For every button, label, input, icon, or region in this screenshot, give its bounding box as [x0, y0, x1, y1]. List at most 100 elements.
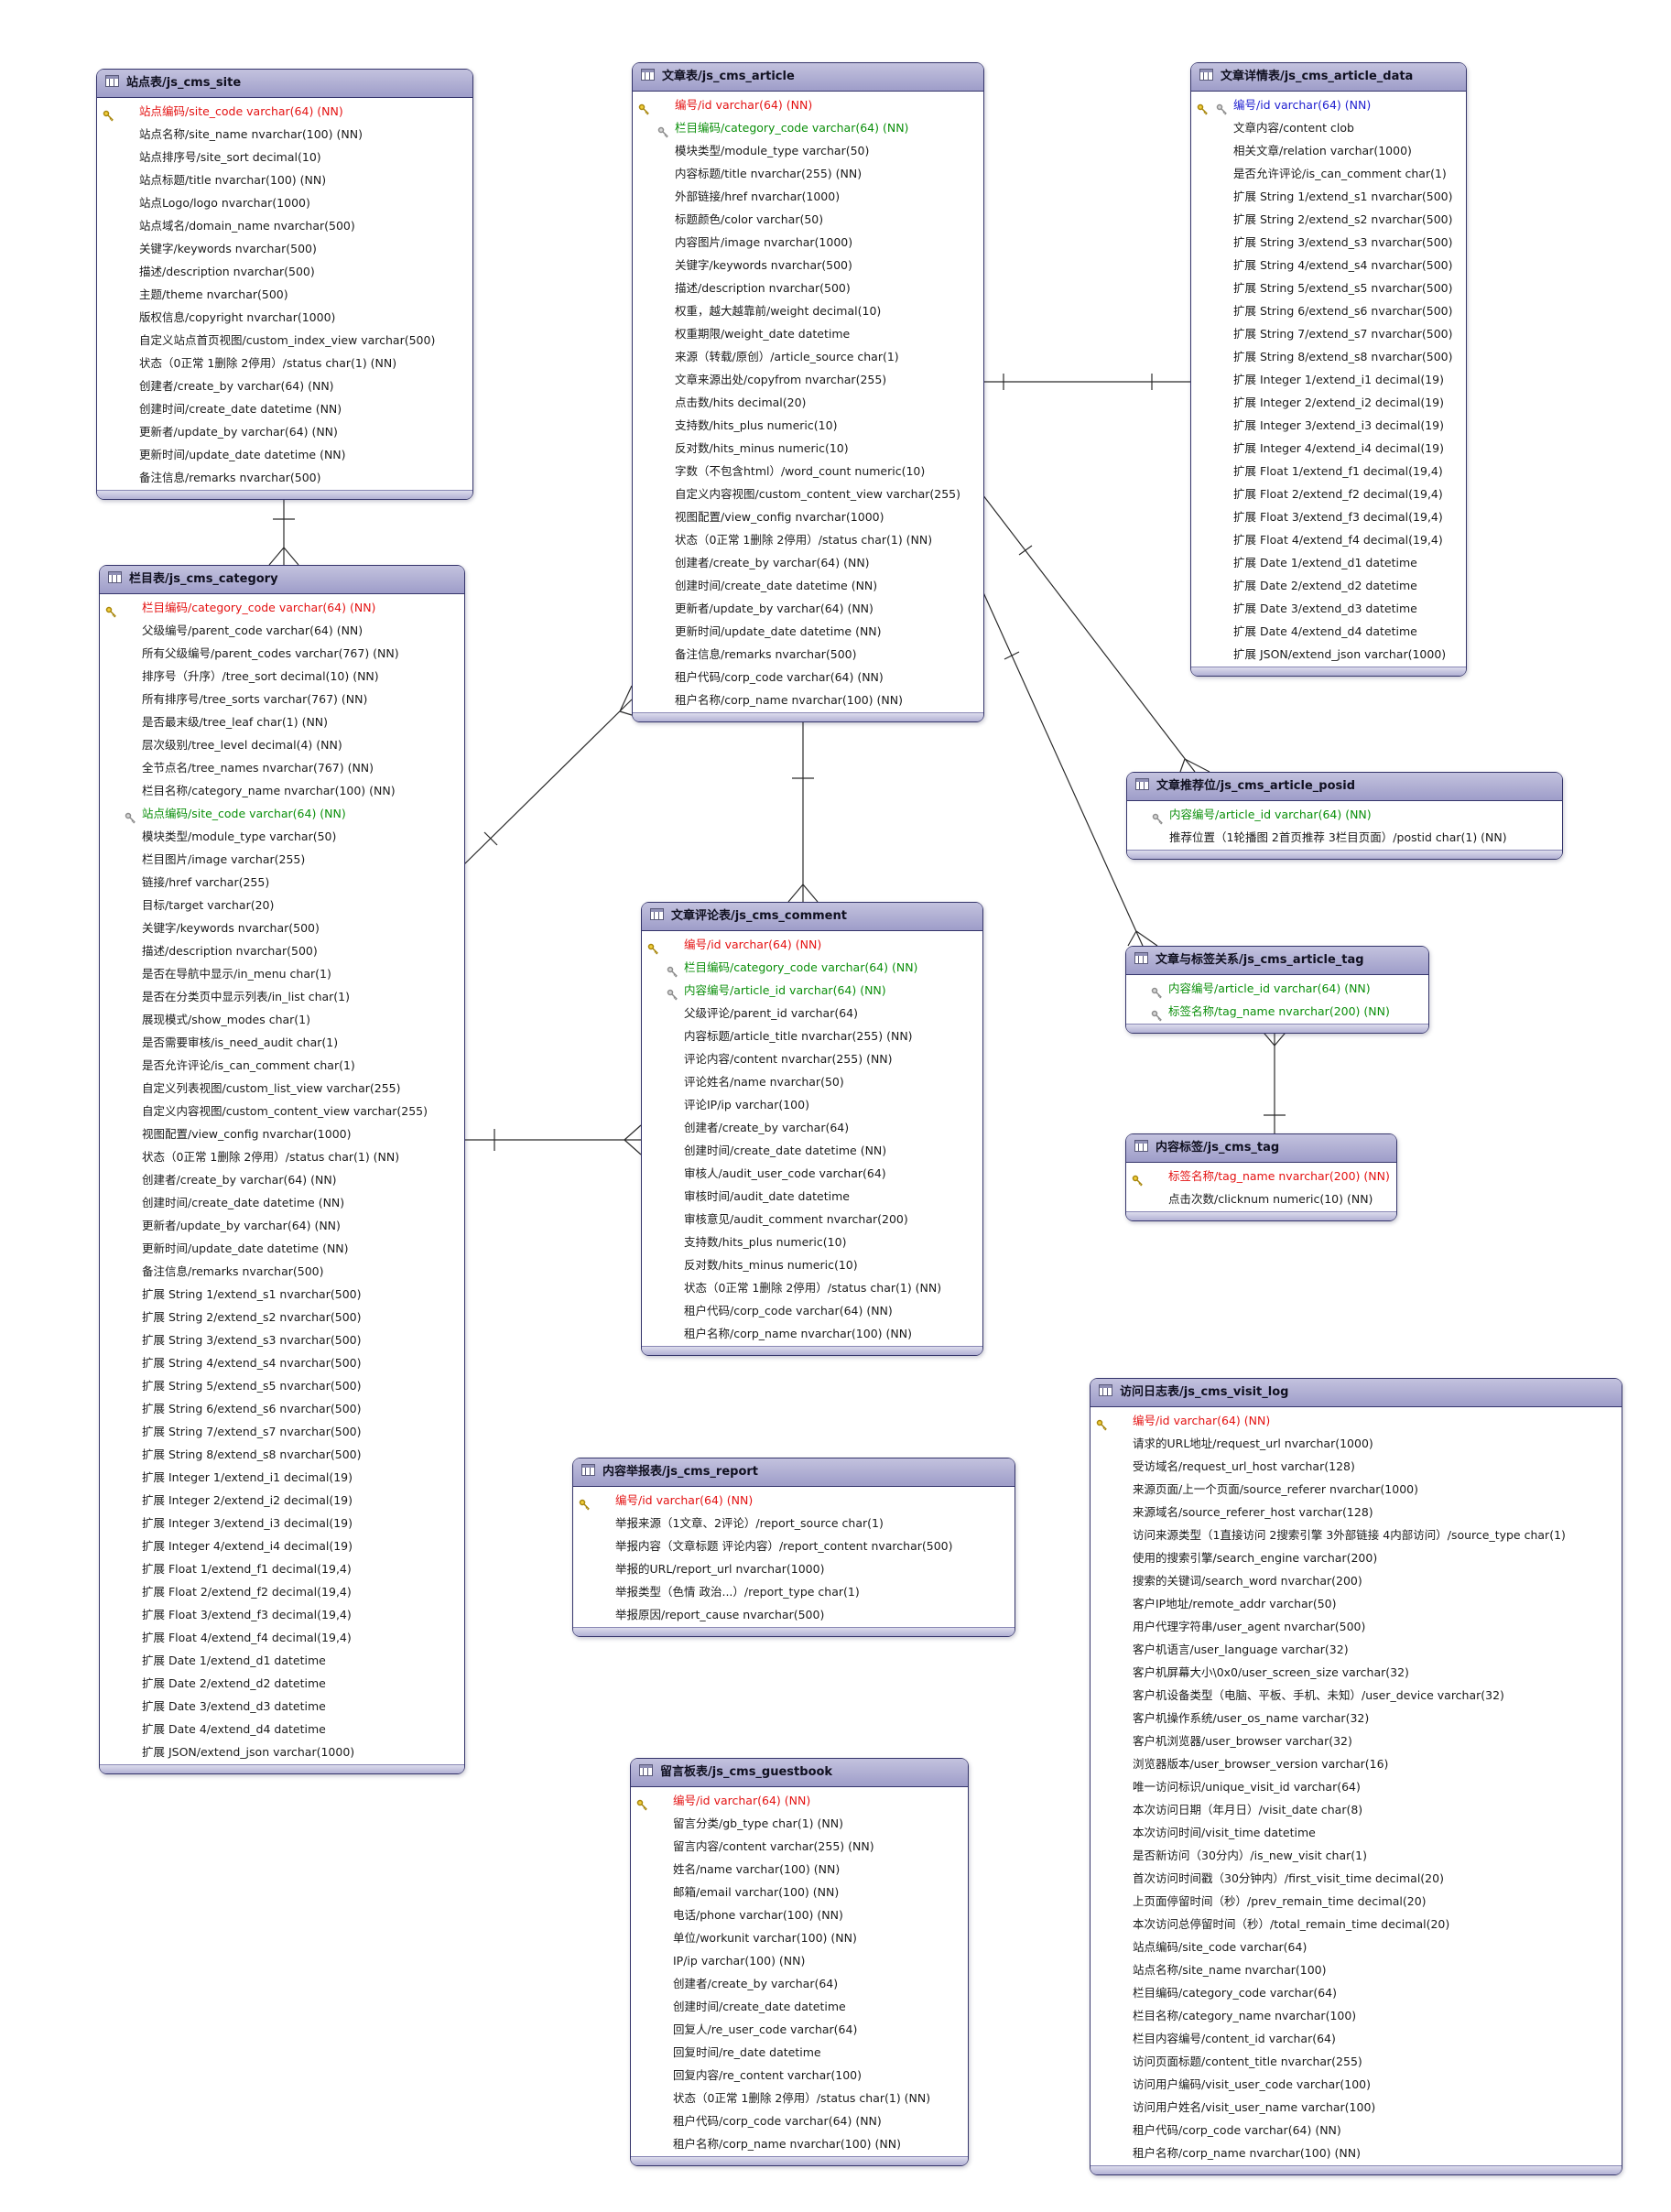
field-row[interactable]: 栏目图片/image varchar(255): [100, 848, 464, 871]
field-row[interactable]: 邮箱/email varchar(100) (NN): [631, 1881, 968, 1903]
field-row[interactable]: 站点名称/site_name nvarchar(100) (NN): [97, 123, 472, 146]
field-row[interactable]: 留言内容/content varchar(255) (NN): [631, 1835, 968, 1858]
field-row[interactable]: 站点标题/title nvarchar(100) (NN): [97, 168, 472, 191]
field-row[interactable]: 请求的URL地址/request_url nvarchar(1000): [1090, 1432, 1622, 1455]
field-row[interactable]: 创建者/create_by varchar(64) (NN): [100, 1168, 464, 1191]
field-row[interactable]: IP/ip varchar(100) (NN): [631, 1949, 968, 1972]
field-row[interactable]: 租户名称/corp_name nvarchar(100) (NN): [642, 1322, 982, 1345]
field-row[interactable]: 支持数/hits_plus numeric(10): [633, 414, 983, 437]
field-row[interactable]: 客户机语言/user_language varchar(32): [1090, 1638, 1622, 1661]
field-row[interactable]: 父级评论/parent_id varchar(64): [642, 1002, 982, 1025]
field-row[interactable]: 内容编号/article_id varchar(64) (NN): [1127, 803, 1562, 826]
field-row[interactable]: 层次级别/tree_level decimal(4) (NN): [100, 733, 464, 756]
field-row[interactable]: 举报来源（1文章、2评论）/report_source char(1): [573, 1512, 1015, 1534]
field-row[interactable]: 扩展 String 1/extend_s1 nvarchar(500): [100, 1283, 464, 1306]
table-header[interactable]: 内容标签/js_cms_tag: [1126, 1134, 1396, 1163]
field-row[interactable]: 扩展 Date 4/extend_d4 datetime: [100, 1718, 464, 1740]
field-row[interactable]: 扩展 Date 2/extend_d2 datetime: [1191, 574, 1466, 597]
field-row[interactable]: 父级编号/parent_code varchar(64) (NN): [100, 619, 464, 642]
field-row[interactable]: 评论内容/content nvarchar(255) (NN): [642, 1047, 982, 1070]
field-row[interactable]: 审核意见/audit_comment nvarchar(200): [642, 1208, 982, 1231]
field-row[interactable]: 编号/id varchar(64) (NN): [1191, 93, 1466, 116]
field-row[interactable]: 扩展 Date 3/extend_d3 datetime: [1191, 597, 1466, 620]
field-row[interactable]: 编号/id varchar(64) (NN): [633, 93, 983, 116]
field-row[interactable]: 标题颜色/color varchar(50): [633, 208, 983, 231]
table-js_cms_category[interactable]: 栏目表/js_cms_category 栏目编码/category_code va…: [99, 565, 465, 1774]
field-row[interactable]: 扩展 String 6/extend_s6 nvarchar(500): [1191, 299, 1466, 322]
field-row[interactable]: 留言分类/gb_type char(1) (NN): [631, 1812, 968, 1835]
field-row[interactable]: 排序号（升序）/tree_sort decimal(10) (NN): [100, 665, 464, 688]
field-row[interactable]: 状态（0正常 1删除 2停用）/status char(1) (NN): [100, 1145, 464, 1168]
field-row[interactable]: 编号/id varchar(64) (NN): [642, 933, 982, 956]
field-row[interactable]: 本次访问时间/visit_time datetime: [1090, 1821, 1622, 1844]
field-row[interactable]: 站点域名/domain_name nvarchar(500): [97, 214, 472, 237]
field-row[interactable]: 描述/description nvarchar(500): [100, 939, 464, 962]
field-row[interactable]: 更新者/update_by varchar(64) (NN): [97, 420, 472, 443]
field-row[interactable]: 文章内容/content clob: [1191, 116, 1466, 139]
field-row[interactable]: 标签名称/tag_name nvarchar(200) (NN): [1126, 1000, 1428, 1023]
field-row[interactable]: 编号/id varchar(64) (NN): [1090, 1409, 1622, 1432]
field-row[interactable]: 内容标题/title nvarchar(255) (NN): [633, 162, 983, 185]
field-row[interactable]: 全节点名/tree_names nvarchar(767) (NN): [100, 756, 464, 779]
table-js_cms_article[interactable]: 文章表/js_cms_article 编号/id varchar(64) (NN)…: [632, 62, 984, 722]
field-row[interactable]: 使用的搜索引擎/search_engine varchar(200): [1090, 1546, 1622, 1569]
field-row[interactable]: 用户代理字符串/user_agent nvarchar(500): [1090, 1615, 1622, 1638]
field-row[interactable]: 客户机设备类型（电脑、平板、手机、未知）/user_device varchar…: [1090, 1684, 1622, 1707]
field-row[interactable]: 更新时间/update_date datetime (NN): [633, 620, 983, 643]
field-row[interactable]: 点击次数/clicknum numeric(10) (NN): [1126, 1187, 1396, 1210]
field-row[interactable]: 备注信息/remarks nvarchar(500): [97, 466, 472, 489]
field-row[interactable]: 点击数/hits decimal(20): [633, 391, 983, 414]
field-row[interactable]: 更新时间/update_date datetime (NN): [100, 1237, 464, 1260]
field-row[interactable]: 主题/theme nvarchar(500): [97, 283, 472, 306]
field-row[interactable]: 相关文章/relation varchar(1000): [1191, 139, 1466, 162]
field-row[interactable]: 更新时间/update_date datetime (NN): [97, 443, 472, 466]
field-row[interactable]: 唯一访问标识/unique_visit_id varchar(64): [1090, 1775, 1622, 1798]
field-row[interactable]: 扩展 String 8/extend_s8 nvarchar(500): [1191, 345, 1466, 368]
field-row[interactable]: 租户名称/corp_name nvarchar(100) (NN): [631, 2132, 968, 2155]
field-row[interactable]: 关键字/keywords nvarchar(500): [100, 916, 464, 939]
field-row[interactable]: 扩展 JSON/extend_json varchar(1000): [100, 1740, 464, 1763]
field-row[interactable]: 租户代码/corp_code varchar(64) (NN): [642, 1299, 982, 1322]
field-row[interactable]: 姓名/name varchar(100) (NN): [631, 1858, 968, 1881]
field-row[interactable]: 模块类型/module_type varchar(50): [100, 825, 464, 848]
field-row[interactable]: 栏目编码/category_code varchar(64) (NN): [100, 596, 464, 619]
field-row[interactable]: 扩展 Date 4/extend_d4 datetime: [1191, 620, 1466, 643]
field-row[interactable]: 租户代码/corp_code varchar(64) (NN): [1090, 2119, 1622, 2142]
table-header[interactable]: 访问日志表/js_cms_visit_log: [1090, 1379, 1622, 1407]
field-row[interactable]: 更新者/update_by varchar(64) (NN): [100, 1214, 464, 1237]
field-row[interactable]: 所有排序号/tree_sorts varchar(767) (NN): [100, 688, 464, 710]
table-header[interactable]: 文章详情表/js_cms_article_data: [1191, 63, 1466, 92]
field-row[interactable]: 是否需要审核/is_need_audit char(1): [100, 1031, 464, 1054]
field-row[interactable]: 自定义内容视图/custom_content_view varchar(255): [633, 483, 983, 505]
field-row[interactable]: 模块类型/module_type varchar(50): [633, 139, 983, 162]
field-row[interactable]: 扩展 String 3/extend_s3 nvarchar(500): [1191, 231, 1466, 254]
table-header[interactable]: 文章推荐位/js_cms_article_posid: [1127, 773, 1562, 801]
field-row[interactable]: 创建者/create_by varchar(64) (NN): [97, 374, 472, 397]
table-js_cms_guestbook[interactable]: 留言板表/js_cms_guestbook 编号/id varchar(64) (…: [630, 1758, 969, 2166]
table-js_cms_article_data[interactable]: 文章详情表/js_cms_article_data 编号/id varchar(6…: [1190, 62, 1467, 677]
field-row[interactable]: 受访域名/request_url_host varchar(128): [1090, 1455, 1622, 1478]
table-js_cms_report[interactable]: 内容举报表/js_cms_report 编号/id varchar(64) (NN…: [572, 1458, 1015, 1637]
table-header[interactable]: 站点表/js_cms_site: [97, 70, 472, 98]
field-row[interactable]: 是否在导航中显示/in_menu char(1): [100, 962, 464, 985]
field-row[interactable]: 举报内容（文章标题 评论内容）/report_content nvarchar(…: [573, 1534, 1015, 1557]
field-row[interactable]: 租户代码/corp_code varchar(64) (NN): [631, 2109, 968, 2132]
field-row[interactable]: 扩展 Date 1/extend_d1 datetime: [1191, 551, 1466, 574]
field-row[interactable]: 创建时间/create_date datetime (NN): [97, 397, 472, 420]
field-row[interactable]: 目标/target varchar(20): [100, 894, 464, 916]
field-row[interactable]: 权重期限/weight_date datetime: [633, 322, 983, 345]
field-row[interactable]: 扩展 String 8/extend_s8 nvarchar(500): [100, 1443, 464, 1466]
field-row[interactable]: 扩展 Integer 1/extend_i1 decimal(19): [100, 1466, 464, 1489]
field-row[interactable]: 标签名称/tag_name nvarchar(200) (NN): [1126, 1165, 1396, 1187]
field-row[interactable]: 栏目内容编号/content_id varchar(64): [1090, 2027, 1622, 2050]
field-row[interactable]: 版权信息/copyright nvarchar(1000): [97, 306, 472, 329]
field-row[interactable]: 站点编码/site_code varchar(64) (NN): [100, 802, 464, 825]
field-row[interactable]: 站点编码/site_code varchar(64): [1090, 1936, 1622, 1958]
field-row[interactable]: 扩展 String 7/extend_s7 nvarchar(500): [100, 1420, 464, 1443]
field-row[interactable]: 站点编码/site_code varchar(64) (NN): [97, 100, 472, 123]
field-row[interactable]: 评论姓名/name nvarchar(50): [642, 1070, 982, 1093]
field-row[interactable]: 权重，越大越靠前/weight decimal(10): [633, 299, 983, 322]
field-row[interactable]: 状态（0正常 1删除 2停用）/status char(1) (NN): [631, 2087, 968, 2109]
field-row[interactable]: 扩展 String 2/extend_s2 nvarchar(500): [1191, 208, 1466, 231]
field-row[interactable]: 来源（转载/原创）/article_source char(1): [633, 345, 983, 368]
